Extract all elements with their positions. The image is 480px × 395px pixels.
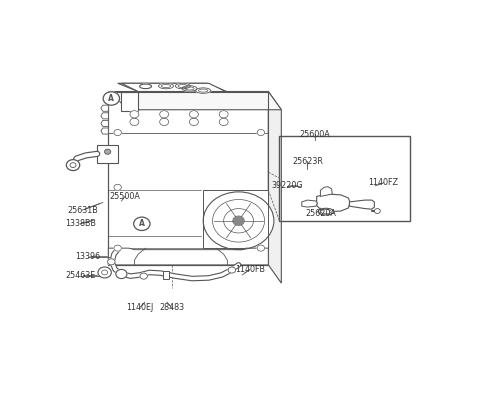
Circle shape bbox=[219, 118, 228, 126]
Polygon shape bbox=[121, 92, 138, 111]
Polygon shape bbox=[101, 120, 108, 126]
Circle shape bbox=[114, 184, 121, 190]
Ellipse shape bbox=[140, 84, 152, 88]
Circle shape bbox=[103, 92, 120, 105]
Text: 25500A: 25500A bbox=[109, 192, 141, 201]
Polygon shape bbox=[97, 145, 118, 163]
Circle shape bbox=[233, 216, 244, 225]
Polygon shape bbox=[101, 128, 108, 134]
Ellipse shape bbox=[158, 83, 173, 89]
Circle shape bbox=[257, 245, 264, 251]
Text: 1140FB: 1140FB bbox=[235, 265, 265, 274]
Text: 25463E: 25463E bbox=[65, 271, 96, 280]
Ellipse shape bbox=[318, 208, 334, 215]
Circle shape bbox=[114, 245, 121, 251]
Circle shape bbox=[228, 267, 236, 273]
Circle shape bbox=[133, 217, 150, 231]
Circle shape bbox=[160, 111, 168, 118]
Text: 25600A: 25600A bbox=[300, 130, 330, 139]
Text: 1338BB: 1338BB bbox=[65, 219, 96, 228]
Polygon shape bbox=[118, 83, 227, 92]
Ellipse shape bbox=[175, 83, 190, 89]
Text: A: A bbox=[108, 94, 114, 103]
Circle shape bbox=[98, 267, 111, 278]
Text: 25631B: 25631B bbox=[67, 206, 98, 214]
Circle shape bbox=[203, 192, 274, 250]
Circle shape bbox=[108, 259, 115, 265]
Polygon shape bbox=[163, 271, 169, 279]
Circle shape bbox=[190, 118, 198, 126]
Circle shape bbox=[66, 160, 80, 171]
Bar bbox=[279, 135, 410, 221]
Circle shape bbox=[114, 130, 121, 135]
Text: 25620A: 25620A bbox=[305, 209, 336, 218]
Text: 39220G: 39220G bbox=[271, 181, 303, 190]
Ellipse shape bbox=[196, 88, 211, 93]
Text: 1140EJ: 1140EJ bbox=[126, 303, 154, 312]
Polygon shape bbox=[101, 105, 108, 111]
Polygon shape bbox=[108, 92, 268, 265]
Text: A: A bbox=[139, 219, 145, 228]
Polygon shape bbox=[302, 200, 317, 207]
Circle shape bbox=[130, 118, 139, 126]
Polygon shape bbox=[317, 194, 350, 212]
Circle shape bbox=[190, 111, 198, 118]
Text: 25623R: 25623R bbox=[292, 157, 323, 166]
Text: 1140FZ: 1140FZ bbox=[369, 178, 398, 187]
Circle shape bbox=[219, 111, 228, 118]
Ellipse shape bbox=[182, 86, 197, 91]
Circle shape bbox=[130, 111, 139, 118]
Polygon shape bbox=[108, 248, 268, 265]
Polygon shape bbox=[321, 187, 332, 196]
Circle shape bbox=[257, 130, 264, 135]
Polygon shape bbox=[108, 92, 281, 110]
Polygon shape bbox=[349, 200, 374, 209]
Polygon shape bbox=[121, 83, 226, 92]
Polygon shape bbox=[203, 190, 268, 248]
Polygon shape bbox=[268, 92, 281, 283]
Text: 13396: 13396 bbox=[75, 252, 100, 261]
Circle shape bbox=[116, 269, 127, 278]
Circle shape bbox=[374, 209, 380, 213]
Circle shape bbox=[140, 273, 147, 279]
Polygon shape bbox=[101, 113, 108, 119]
Circle shape bbox=[105, 149, 110, 154]
Circle shape bbox=[160, 118, 168, 126]
Text: 28483: 28483 bbox=[159, 303, 184, 312]
